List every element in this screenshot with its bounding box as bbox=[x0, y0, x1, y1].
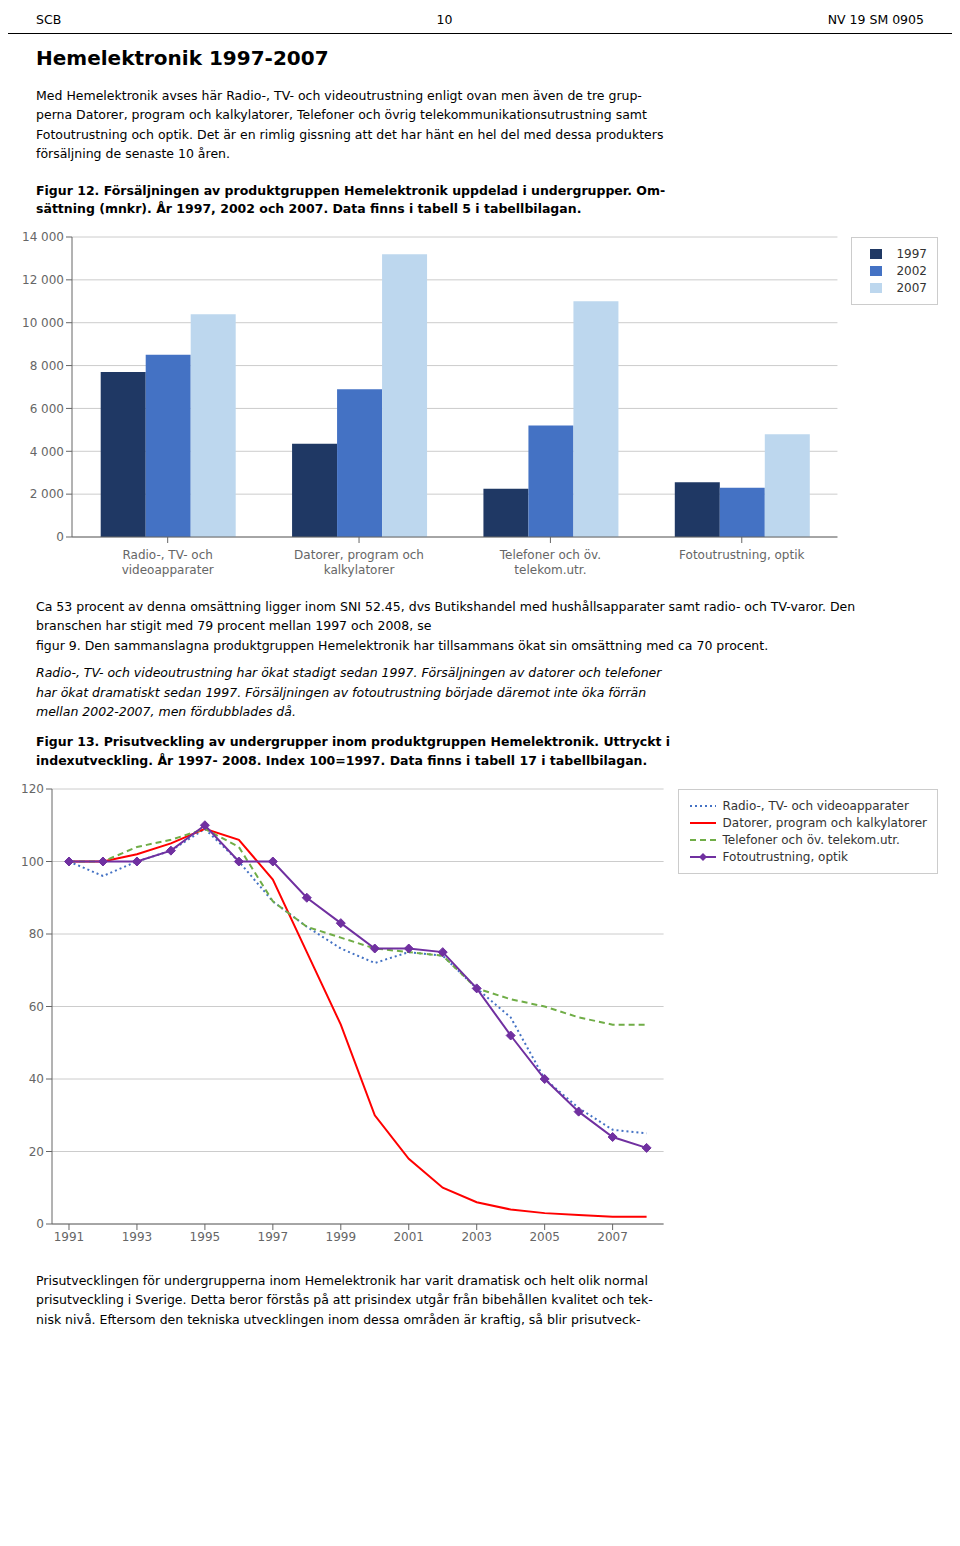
html-text:Datorer, program och kalkylato: Datorer, program och kalkylatorer bbox=[722, 815, 927, 830]
html-text:Figur 13. Prisutveckling av un: Figur 13. Prisutveckling av undergrupper… bbox=[36, 734, 671, 768]
svg-text:2 000: 2 000 bbox=[30, 487, 64, 501]
svg-text:100: 100 bbox=[21, 855, 44, 869]
svg-text:1991: 1991 bbox=[54, 1229, 85, 1243]
html-text:Ca 53 procent av denna omsättn: Ca 53 procent av denna omsättning ligger… bbox=[36, 599, 856, 653]
html-text:Telefoner och öv. telekom.utr.: Telefoner och öv. telekom.utr. bbox=[722, 832, 900, 847]
html-text:NV 19 SM 0905: NV 19 SM 0905 bbox=[827, 12, 924, 27]
html-text:1997: 1997 bbox=[896, 247, 927, 261]
svg-text:20: 20 bbox=[29, 1145, 44, 1159]
svg-text:1995: 1995 bbox=[190, 1229, 221, 1243]
svg-text:4 000: 4 000 bbox=[30, 445, 64, 459]
svg-text:2001: 2001 bbox=[393, 1229, 424, 1243]
svg-text:2003: 2003 bbox=[461, 1229, 492, 1243]
svg-text:0: 0 bbox=[56, 530, 64, 544]
svg-text:60: 60 bbox=[29, 1000, 44, 1014]
html-text:Med Hemelektronik avses här Ra: Med Hemelektronik avses här Radio-, TV- … bbox=[36, 88, 664, 162]
html-text:Radio-, TV- och videoapparater: Radio-, TV- och videoapparater bbox=[722, 798, 909, 813]
svg-text:14 000: 14 000 bbox=[22, 230, 64, 244]
html-text:Figur 12. Försäljningen av pro: Figur 12. Försäljningen av produktgruppe… bbox=[36, 182, 666, 217]
svg-text:2005: 2005 bbox=[529, 1229, 560, 1243]
svg-text:Telefoner och öv.telekom.utr.: Telefoner och öv.telekom.utr. bbox=[499, 548, 601, 577]
svg-text:0: 0 bbox=[36, 1217, 44, 1231]
svg-text:Radio-, TV- ochvideoapparater: Radio-, TV- ochvideoapparater bbox=[122, 548, 214, 577]
svg-text:80: 80 bbox=[29, 927, 44, 941]
svg-text:8 000: 8 000 bbox=[30, 359, 64, 373]
svg-text:2007: 2007 bbox=[597, 1229, 628, 1243]
html-text:2002: 2002 bbox=[896, 264, 927, 278]
html-text:2007: 2007 bbox=[896, 281, 927, 295]
svg-text:Fotoutrustning, optik: Fotoutrustning, optik bbox=[679, 548, 804, 562]
html-text:SCB: SCB bbox=[36, 12, 62, 27]
html-text:Hemelektronik 1997-2007: Hemelektronik 1997-2007 bbox=[36, 46, 329, 70]
svg-text:12 000: 12 000 bbox=[22, 273, 64, 287]
html-text:Fotoutrustning, optik: Fotoutrustning, optik bbox=[722, 849, 848, 864]
svg-text:6 000: 6 000 bbox=[30, 402, 64, 416]
svg-text:1993: 1993 bbox=[122, 1229, 153, 1243]
html-text:Radio-, TV- och videoutrustnin: Radio-, TV- och videoutrustning har ökat… bbox=[36, 665, 662, 719]
html-text:10: 10 bbox=[436, 12, 453, 27]
svg-text:1997: 1997 bbox=[258, 1229, 289, 1243]
svg-text:10 000: 10 000 bbox=[22, 316, 64, 330]
svg-text:1999: 1999 bbox=[326, 1229, 357, 1243]
svg-text:Datorer, program ochkalkylator: Datorer, program ochkalkylatorer bbox=[294, 548, 424, 577]
html-text:Prisutvecklingen för undergrup: Prisutvecklingen för undergrupperna inom… bbox=[36, 1272, 653, 1327]
svg-text:40: 40 bbox=[29, 1072, 44, 1086]
svg-text:120: 120 bbox=[21, 782, 44, 796]
